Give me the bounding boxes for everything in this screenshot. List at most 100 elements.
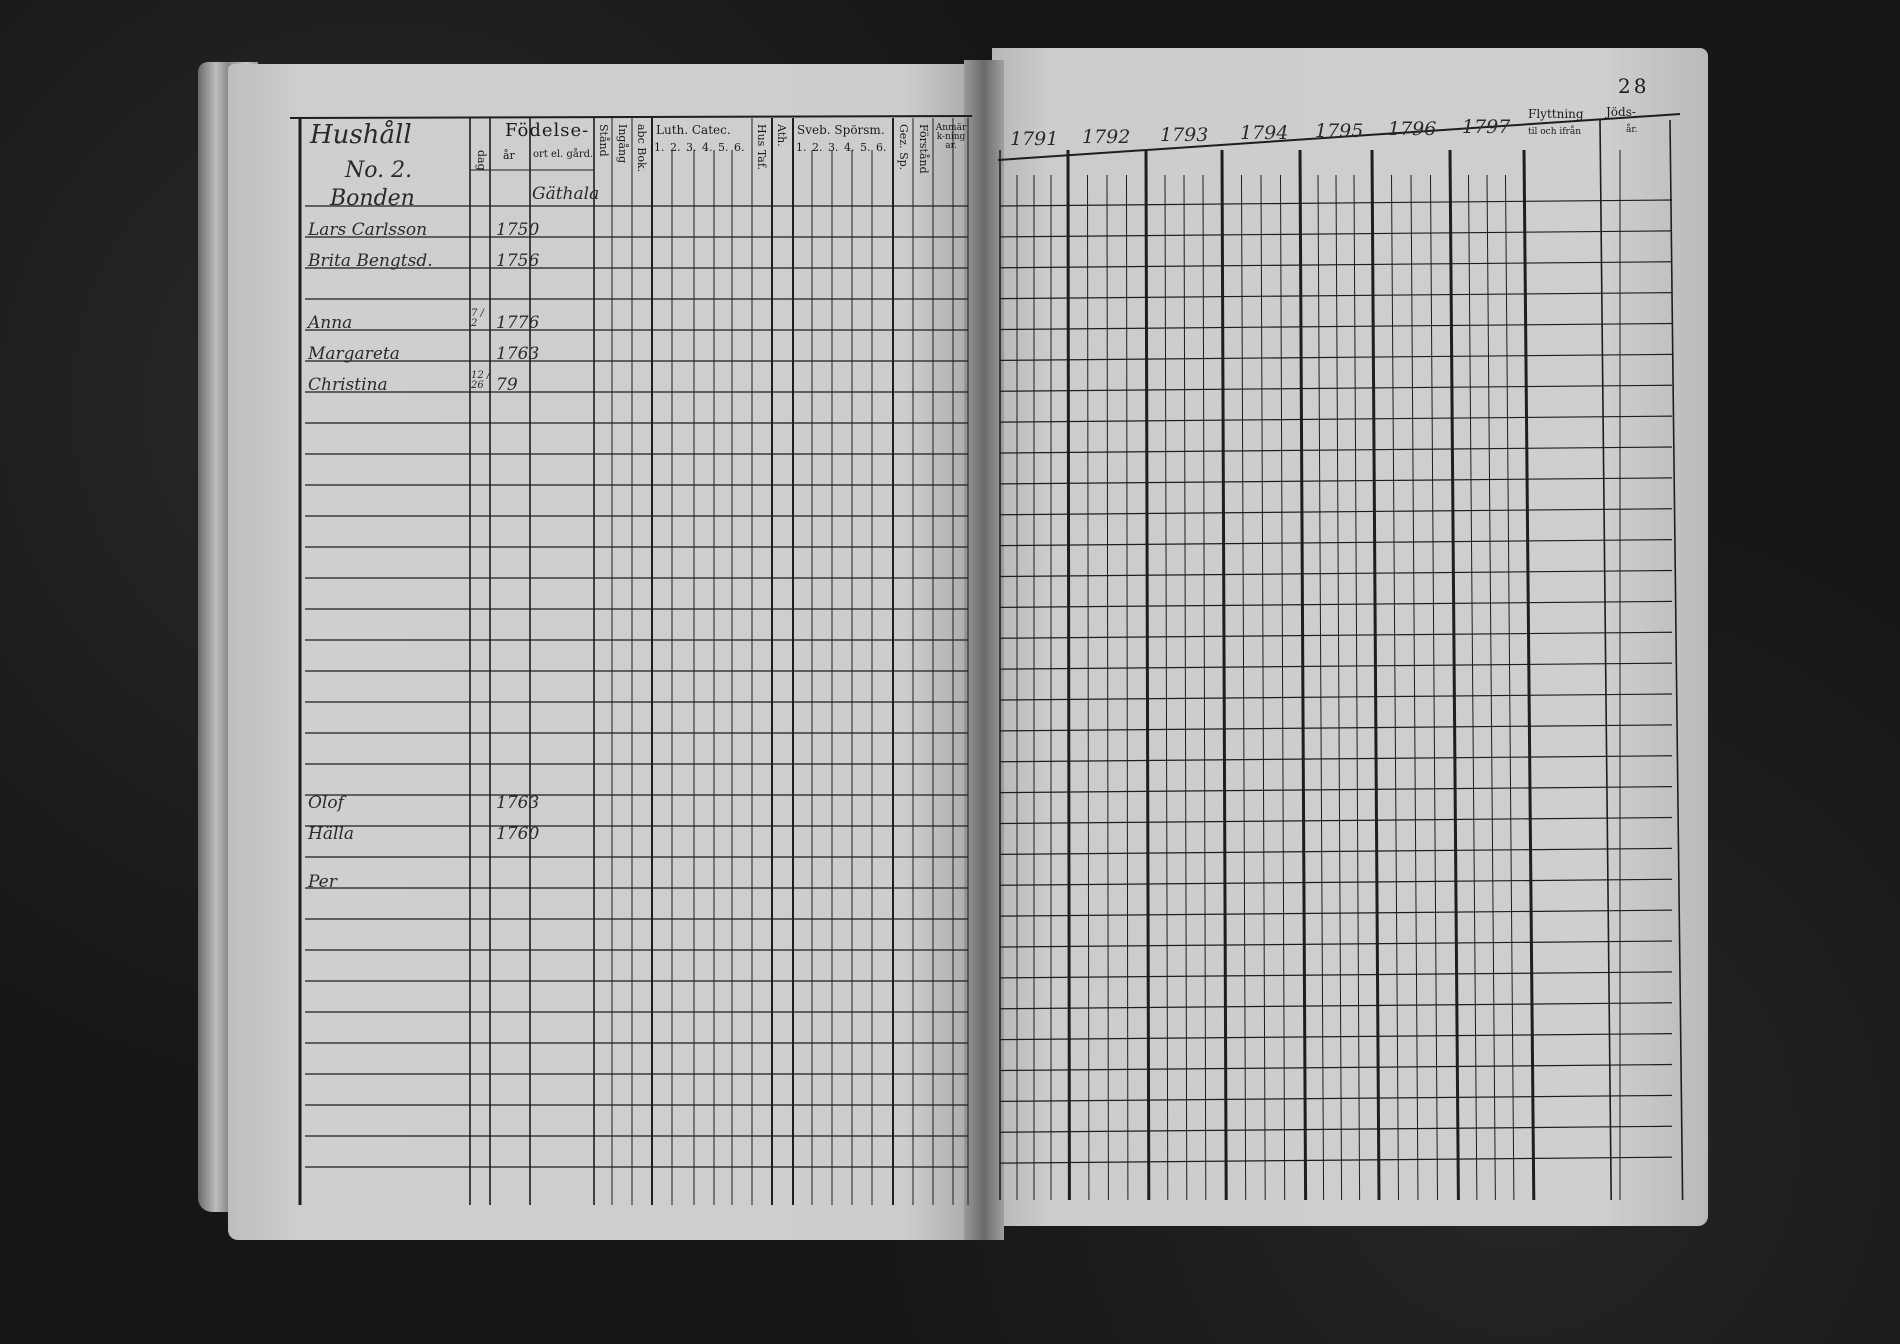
place-label: Bonden [330,186,415,211]
column-line [1066,149,1071,1201]
row-line [999,971,1673,979]
column-line [1144,149,1151,1201]
entry-year: 1776 [496,313,540,333]
year-header-1792: 1792 [1082,126,1131,148]
col-stand: Stånd [597,124,610,157]
column-line [1505,174,1515,1201]
row-line [999,909,1673,917]
entry-year: 1760 [496,824,540,844]
row-line [999,508,1673,516]
row-line [999,1125,1673,1133]
birthplace-entry: Gäthala [532,184,600,204]
row-line [999,786,1673,794]
row-line [999,261,1673,269]
column-line [1430,174,1438,1201]
entry-name: Anna [308,313,353,333]
entry-year: 1756 [496,251,540,271]
row-line [999,384,1673,392]
column-line [1370,149,1381,1201]
row-line [999,847,1673,855]
row-line [999,755,1673,763]
luth-col-number: 3. [686,141,697,154]
jods-header: Jöds- [1606,105,1636,119]
row-line [999,477,1673,485]
sveb-col-number: 3. [828,141,839,154]
col-dag: dag [475,150,488,171]
household-label: Hushåll [310,120,412,150]
column-line [1087,174,1090,1201]
row-line [999,1094,1673,1103]
entry-name: Per [308,872,337,892]
year-header-1794: 1794 [1240,122,1289,144]
year-header-1793: 1793 [1160,124,1209,146]
entry-name: Olof [308,793,344,813]
column-line [1522,149,1536,1201]
row-line [999,292,1673,300]
entry-name: Hälla [308,824,354,844]
luth-catec-header: Luth. Catec. [656,123,731,137]
entry-name: Lars Carlsson [308,220,428,240]
col-hus-tafla: Hus Taf. [755,124,768,171]
column-line [1280,174,1286,1201]
sveb-col-number: 5. [860,141,871,154]
col-forstand: Förstånd [917,124,930,174]
column-line [1335,174,1343,1201]
column-line [1468,174,1478,1201]
column-line [1599,119,1612,1201]
left-page [228,64,980,1240]
row-line [999,1002,1673,1010]
sveb-col-number: 4. [844,141,855,154]
entry-year: 1763 [496,344,540,364]
entry-name: Margareta [308,344,400,364]
column-line [1317,174,1325,1201]
luth-col-number: 4. [702,141,713,154]
luth-col-number: 1. [654,141,665,154]
col-ort: ort el. gård. [533,149,594,160]
row-line [999,724,1673,732]
column-line [1486,174,1496,1201]
jods-subheader: år. [1626,125,1638,135]
column-line [1126,174,1129,1201]
col-ingang: Ingång [616,124,629,164]
row-line [999,230,1673,238]
row-line [999,539,1673,547]
column-line [1106,174,1109,1201]
year-header-1795: 1795 [1315,120,1364,142]
entry-year: 1763 [496,793,540,813]
row-line [999,446,1673,454]
row-line [999,322,1673,331]
column-line [1260,174,1266,1201]
entry-year: 1750 [496,220,540,240]
column-line [1164,174,1169,1201]
row-line [999,878,1673,886]
luth-col-number: 2. [670,141,681,154]
year-header-1797: 1797 [1462,116,1511,138]
entry-name: Christina [308,375,388,395]
column-line [1353,174,1361,1201]
entry-year: 79 [496,375,518,395]
year-header-1796: 1796 [1388,118,1437,140]
column-line [1391,174,1399,1201]
entry-name: Brita Bengtsd. [308,251,433,271]
column-line [1202,174,1207,1201]
page-number: 28 [1618,74,1650,98]
household-number: No. 2. [345,158,413,183]
year-header-1791: 1791 [1010,128,1059,150]
column-line [1410,174,1419,1201]
sveb-col-number: 6. [876,141,887,154]
book-gutter [964,60,1004,1240]
row-line [999,1033,1673,1041]
sveb-col-number: 2. [812,141,823,154]
entry-day: 12 / 26 [471,370,491,391]
row-line [999,816,1673,825]
row-line [999,600,1673,608]
header-rule [997,113,1681,161]
col-anmarkningar: Anmärk-ningar. [935,123,967,151]
flyttning-header: Flyttning [1528,107,1584,121]
row-line [999,631,1673,639]
flyttning-subheader: til och ifrån [1528,127,1582,137]
col-gez-sp: Gez. Sp. [897,124,910,171]
col-ar: år [503,149,515,162]
column-line [1298,149,1308,1201]
